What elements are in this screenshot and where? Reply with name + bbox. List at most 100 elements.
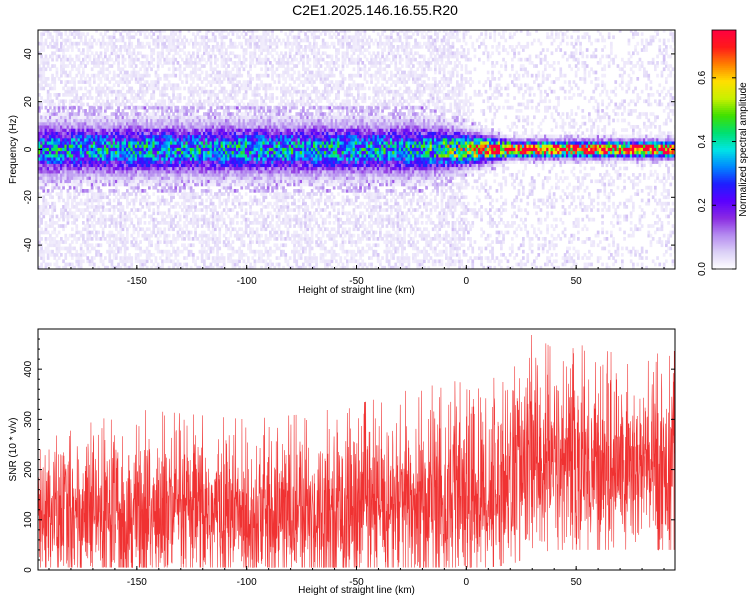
heatmap-cell <box>141 137 145 142</box>
heatmap-cell <box>77 182 81 187</box>
heatmap-cell <box>148 169 151 174</box>
heatmap-cell <box>112 253 116 257</box>
heatmap-cell <box>161 48 164 52</box>
heatmap-cell <box>123 141 127 145</box>
heatmap-cell <box>216 64 219 68</box>
heatmap-cell <box>73 246 76 251</box>
heatmap-cell <box>143 73 147 78</box>
heatmap-cell <box>108 102 112 107</box>
heatmap-cell <box>123 57 127 62</box>
heatmap-cell <box>172 221 175 225</box>
heatmap-cell <box>231 240 235 244</box>
heatmap-cell <box>90 131 94 136</box>
heatmap-cell <box>143 182 147 187</box>
heatmap-cell <box>139 131 142 136</box>
heatmap-cell <box>176 246 180 251</box>
heatmap-cell <box>62 166 65 171</box>
heatmap-cell <box>97 128 101 132</box>
heatmap-cell <box>112 125 116 129</box>
heatmap-cell <box>106 141 109 145</box>
heatmap-cell <box>112 169 116 174</box>
heatmap-cell <box>134 105 138 110</box>
heatmap-cell <box>161 262 164 267</box>
heatmap-cell <box>49 233 52 238</box>
heatmap-cell <box>150 93 153 97</box>
heatmap-cell <box>86 198 90 203</box>
heatmap-cell <box>77 115 81 120</box>
heatmap-cell <box>84 80 87 84</box>
heatmap-cell <box>75 89 79 94</box>
heatmap-cell <box>110 137 114 142</box>
heatmap-cell <box>176 237 180 241</box>
heatmap-cell <box>198 73 202 78</box>
heatmap-cell <box>238 198 241 203</box>
heatmap-cell <box>209 262 213 267</box>
heatmap-cell <box>42 45 46 49</box>
heatmap-cell <box>148 147 151 152</box>
heatmap-cell <box>93 265 96 269</box>
heatmap-cell <box>44 144 48 148</box>
heatmap-cell <box>73 105 76 110</box>
heatmap-cell <box>51 153 54 158</box>
heatmap-cell <box>57 150 61 155</box>
heatmap-cell <box>137 176 140 180</box>
heatmap-cell <box>123 112 127 116</box>
heatmap-cell <box>141 77 145 81</box>
heatmap-cell <box>106 35 109 40</box>
heatmap-cell <box>209 83 213 88</box>
heatmap-cell <box>77 109 81 113</box>
heatmap-cell <box>99 243 103 248</box>
heatmap-cell <box>134 169 138 174</box>
heatmap-cell <box>123 195 127 200</box>
heatmap-cell <box>88 166 92 171</box>
heatmap-cell <box>128 80 131 84</box>
heatmap-cell <box>238 35 241 40</box>
heatmap-cell <box>38 173 41 177</box>
heatmap-cell <box>99 166 103 171</box>
heatmap-cell <box>46 118 50 123</box>
heatmap-cell <box>214 54 217 59</box>
heatmap-cell <box>137 189 140 193</box>
heatmap-cell <box>40 131 43 136</box>
heatmap-cell <box>137 144 140 148</box>
heatmap-cell <box>104 134 107 139</box>
heatmap-cell <box>150 182 153 187</box>
heatmap-cell <box>137 173 140 177</box>
heatmap-cell <box>53 105 57 110</box>
heatmap-cell <box>117 189 120 193</box>
heatmap-cell <box>225 67 228 72</box>
heatmap-cell <box>123 144 127 148</box>
heatmap-cell <box>148 253 151 257</box>
heatmap-cell <box>90 246 94 251</box>
heatmap-cell <box>174 256 178 260</box>
heatmap-cell <box>117 80 120 84</box>
heatmap-cell <box>141 112 145 116</box>
heatmap-cell <box>51 205 54 209</box>
heatmap-cell <box>229 70 233 75</box>
heatmap-cell <box>159 227 162 232</box>
heatmap-cell <box>64 30 68 33</box>
heatmap-cell <box>51 73 54 78</box>
heatmap-cell <box>55 73 59 78</box>
heatmap-cell <box>222 45 226 49</box>
heatmap-cell <box>150 179 153 184</box>
heatmap-cell <box>119 169 123 174</box>
heatmap-cell <box>66 134 70 139</box>
heatmap-cell <box>137 38 140 43</box>
heatmap-cell <box>64 64 68 68</box>
heatmap-cell <box>108 198 112 203</box>
heatmap-cell <box>126 189 129 193</box>
heatmap-cell <box>240 256 244 260</box>
heatmap-cell <box>143 67 147 72</box>
heatmap-cell <box>40 38 43 43</box>
heatmap-cell <box>156 211 160 216</box>
heatmap-cell <box>82 96 85 100</box>
heatmap-cell <box>112 89 116 94</box>
heatmap-cell <box>62 173 65 177</box>
heatmap-cell <box>104 128 107 132</box>
heatmap-cell <box>130 150 134 155</box>
heatmap-cell <box>126 246 129 251</box>
heatmap-cell <box>244 89 248 94</box>
heatmap-cell <box>143 93 147 97</box>
heatmap-cell <box>152 163 156 168</box>
